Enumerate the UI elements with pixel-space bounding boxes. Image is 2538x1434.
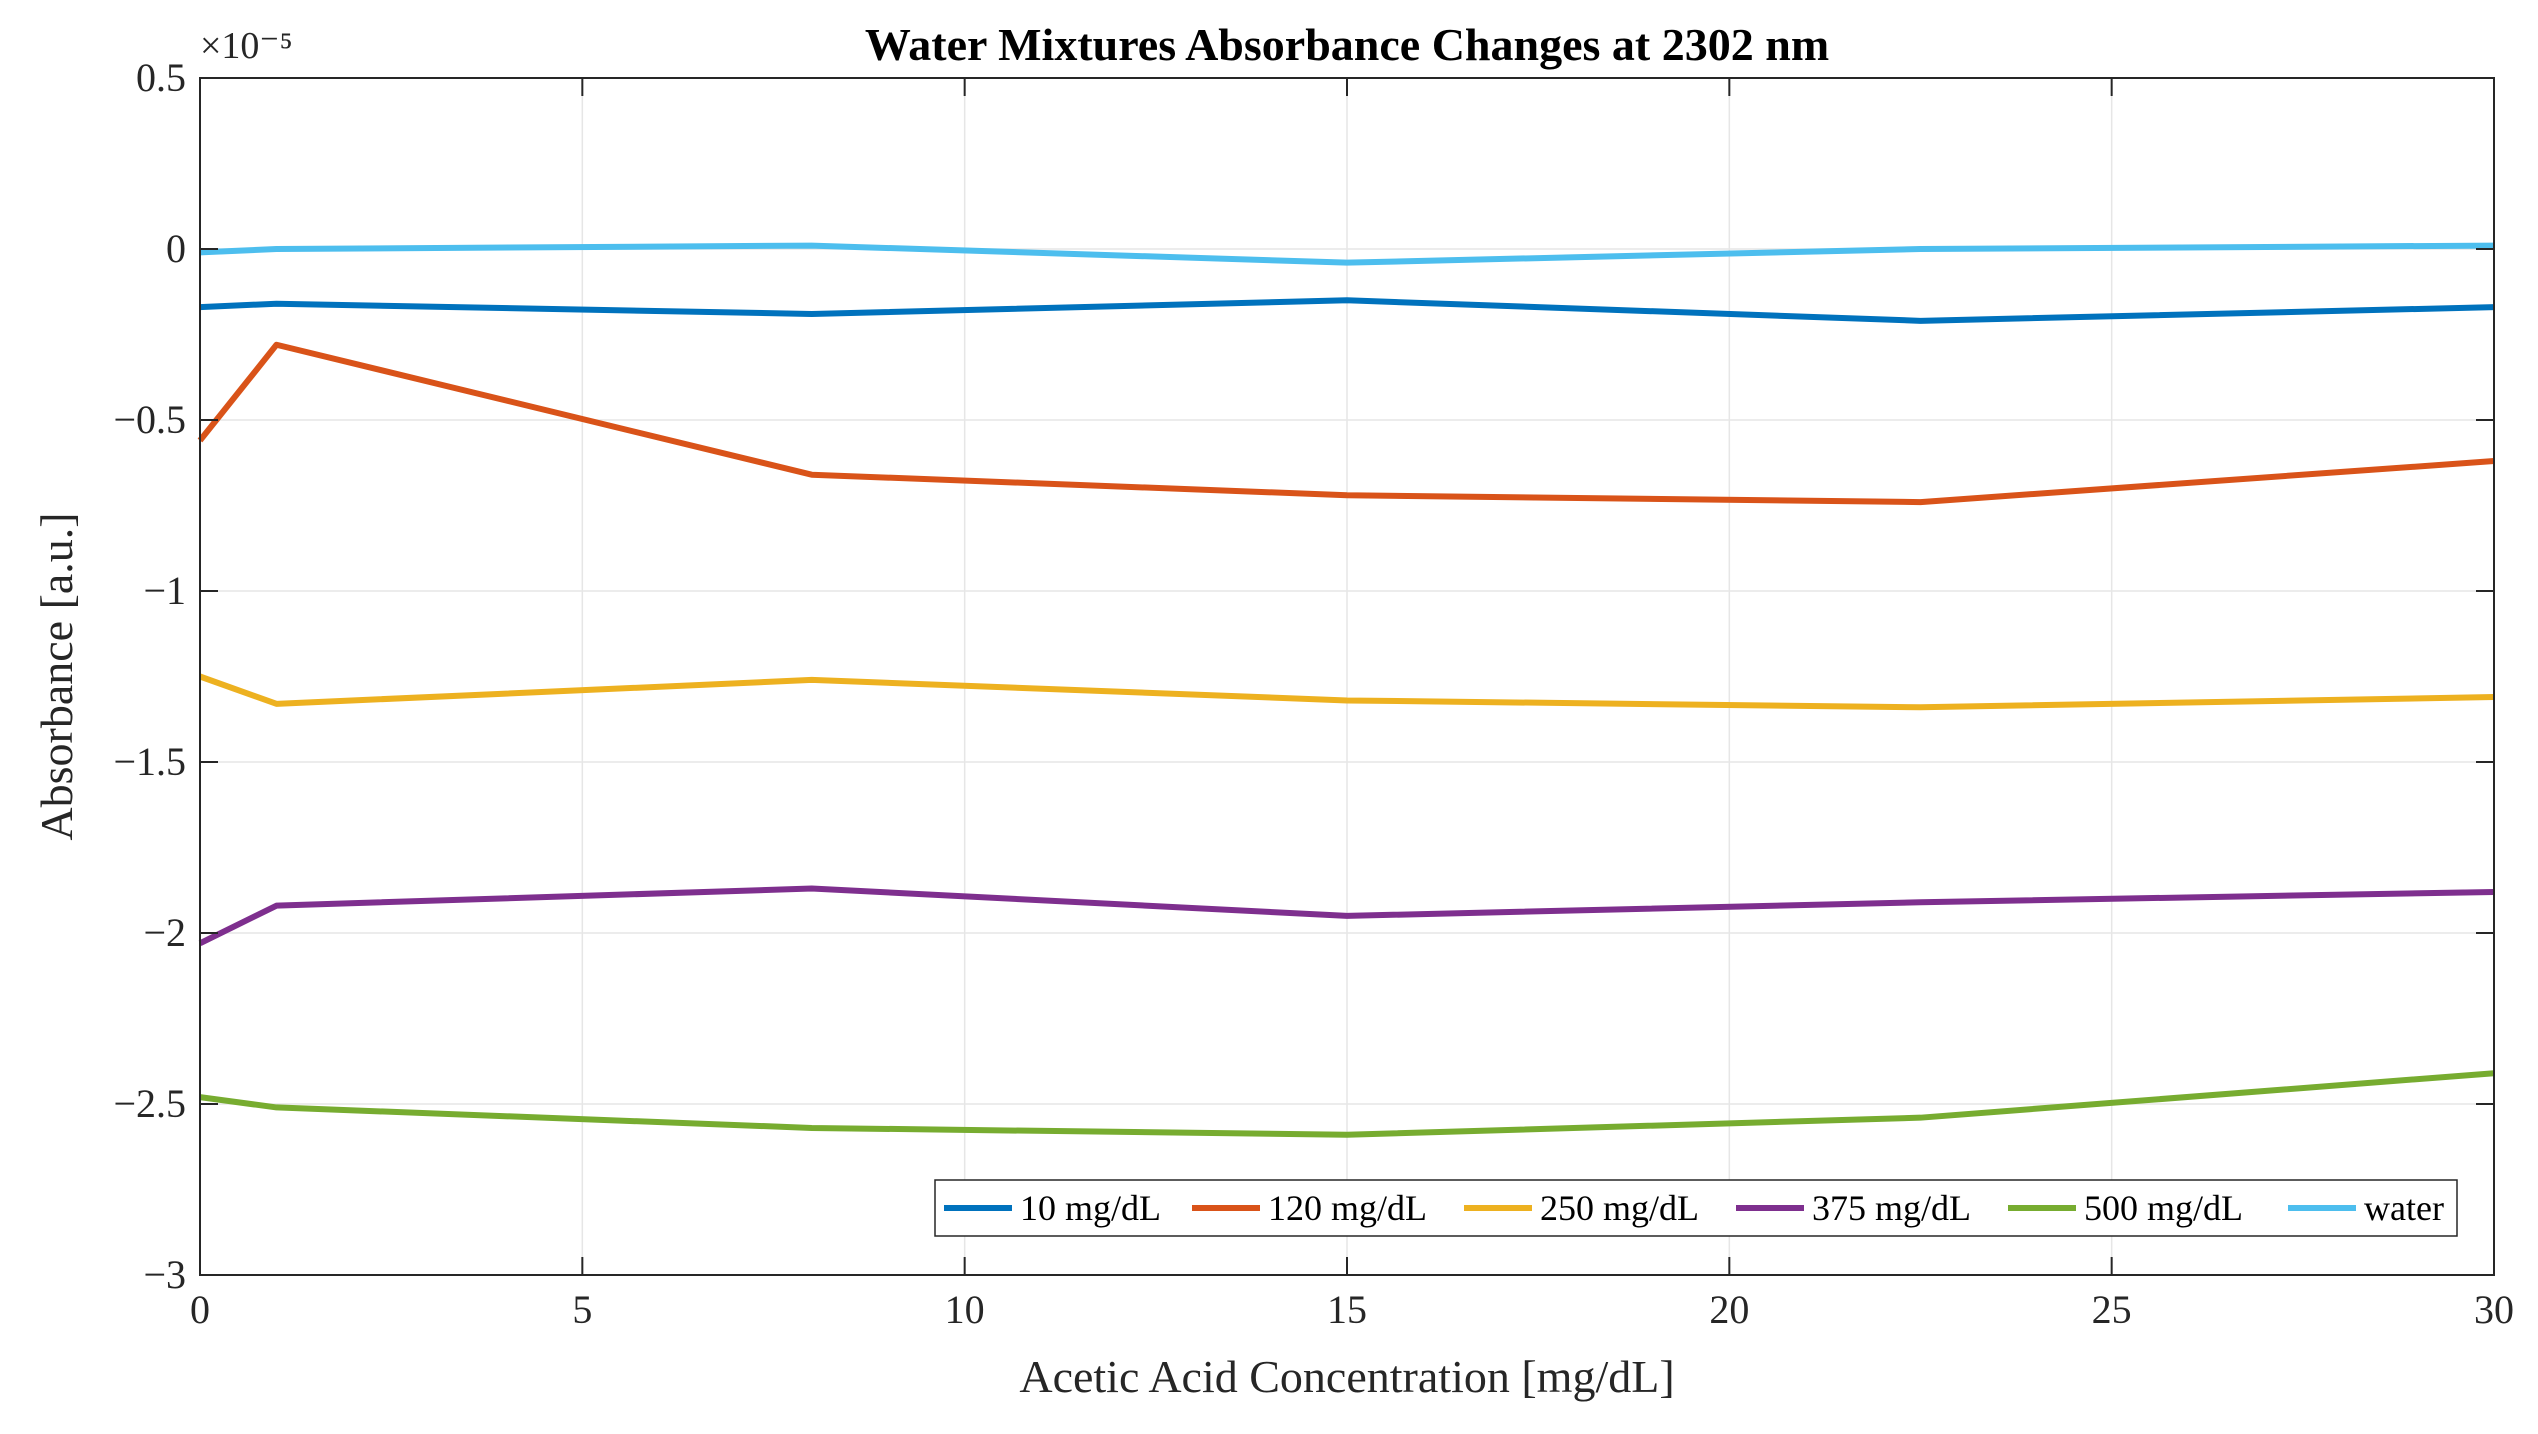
legend-label: 375 mg/dL bbox=[1812, 1188, 1971, 1228]
series-lines bbox=[197, 242, 2495, 1138]
series-line-250-mg-dl bbox=[198, 673, 2495, 711]
axis-ticks: 0 5 10 15 20 25 30 −3 −2.5 −2 −1.5 −1 −0.5 0 0.5 bbox=[113, 55, 2514, 1332]
legend: 10 mg/dL 120 mg/dL 250 mg/dL 375 mg/dL 500 m… bbox=[934, 1179, 2458, 1237]
x-tick-label: 30 bbox=[2474, 1287, 2514, 1332]
chart-title: Water Mixtures Absorbance Changes at 230… bbox=[865, 19, 1829, 70]
x-tick-label: 5 bbox=[572, 1287, 592, 1332]
series-line-375-mg-dl bbox=[198, 885, 2495, 946]
x-tick-label: 25 bbox=[2092, 1287, 2132, 1332]
series-line-10-mg-dl bbox=[199, 297, 2495, 324]
legend-label: 10 mg/dL bbox=[1020, 1188, 1161, 1228]
y-tick-label: −1 bbox=[143, 568, 186, 613]
y-tick-label: 0 bbox=[166, 226, 186, 271]
y-tick-label: −2.5 bbox=[113, 1081, 186, 1126]
legend-label: water bbox=[2364, 1188, 2444, 1228]
series-line-120-mg-dl bbox=[197, 341, 2495, 506]
y-tick-label: −1.5 bbox=[113, 739, 186, 784]
legend-label: 120 mg/dL bbox=[1268, 1188, 1427, 1228]
x-axis-label: Acetic Acid Concentration [mg/dL] bbox=[1019, 1351, 1674, 1402]
y-tick-label: −0.5 bbox=[113, 397, 186, 442]
y-axis-exponent: ×10⁻⁵ bbox=[200, 25, 293, 67]
x-tick-label: 15 bbox=[1327, 1287, 1367, 1332]
x-tick-label: 10 bbox=[945, 1287, 985, 1332]
y-tick-label: −3 bbox=[143, 1252, 186, 1297]
x-tick-label: 0 bbox=[190, 1287, 210, 1332]
y-tick-label: −2 bbox=[143, 910, 186, 955]
legend-box bbox=[934, 1179, 2458, 1237]
legend-label: 250 mg/dL bbox=[1540, 1188, 1699, 1228]
legend-label: 500 mg/dL bbox=[2084, 1188, 2243, 1228]
series-line-500-mg-dl bbox=[199, 1070, 2495, 1138]
y-tick-label: 0.5 bbox=[136, 55, 186, 100]
y-axis-label: Absorbance [a.u.] bbox=[31, 512, 82, 840]
series-line-water bbox=[199, 242, 2495, 266]
x-tick-label: 20 bbox=[1709, 1287, 1749, 1332]
